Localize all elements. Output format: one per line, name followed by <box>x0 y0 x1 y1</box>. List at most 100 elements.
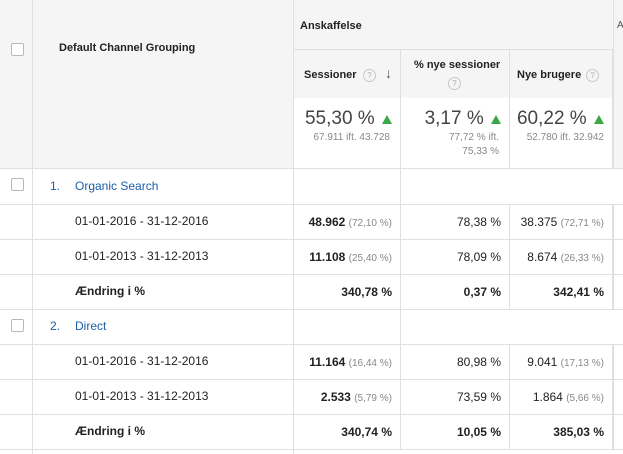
sessions-value: 48.962 <box>308 214 346 229</box>
row-label-cell: 01-01-2013 - 31-12-2013 <box>33 239 294 274</box>
sessions-cell: 11.164 (16,44 %) <box>294 344 401 379</box>
next-column-stub: A <box>613 0 623 98</box>
summary-new-sessions-value: 3,17 % <box>424 108 484 129</box>
date-range-label: 01-01-2013 - 31-12-2013 <box>75 389 209 403</box>
group-link-organic-search[interactable]: Organic Search <box>75 179 159 193</box>
column-header-sessions-label: Sessioner <box>304 69 357 81</box>
change-new-sessions: 10,05 % <box>456 424 501 439</box>
new-sessions-help-icon[interactable]: ? <box>448 77 461 90</box>
select-all-cell <box>0 0 33 98</box>
group-row-direct: 2. Direct <box>0 309 623 345</box>
summary-new-sessions-sub2: 75,33 % <box>462 146 499 157</box>
sessions-pct: (25,40 %) <box>348 252 392 264</box>
row-label-cell: 01-01-2016 - 31-12-2016 <box>33 204 294 239</box>
up-arrow-icon <box>594 115 604 124</box>
sessions-pct: (72,10 %) <box>348 217 392 229</box>
row-stub <box>613 204 623 239</box>
new-users-cell: 1.864 (5,66 %) <box>510 379 613 414</box>
change-row: Ændring i % 340,78 % 0,37 % 342,41 % <box>0 274 623 310</box>
new-users-cell: 342,41 % <box>510 274 613 309</box>
column-header-new-users-label: Nye brugere <box>517 69 582 81</box>
new-sessions-value: 78,09 % <box>456 249 501 264</box>
sessions-value-wrap: 48.962 (72,10 %) <box>309 215 392 229</box>
sessions-value: 11.164 <box>309 354 346 369</box>
select-all-checkbox[interactable] <box>11 43 24 56</box>
row-label-cell <box>33 449 294 454</box>
new-users-value-wrap: 8.674 (26,33 %) <box>527 250 604 264</box>
change-new-users: 385,03 % <box>553 424 604 439</box>
sessions-cell: 340,74 % <box>294 414 401 449</box>
sessions-value: 11.108 <box>309 249 346 264</box>
column-header-sessions[interactable]: Sessioner ? ↓ <box>294 50 401 98</box>
row-stub <box>613 274 623 309</box>
row-label-cell: Ændring i % <box>33 274 294 309</box>
sort-descending-icon[interactable]: ↓ <box>385 65 392 81</box>
new-users-pct: (17,13 %) <box>560 357 604 369</box>
group-label-cell: 2. Direct <box>33 309 294 344</box>
column-header-new-sessions-label: % nye sessioner <box>414 59 501 71</box>
change-label: Ændring i % <box>75 284 145 298</box>
group-empty-cell <box>294 309 401 344</box>
change-sessions: 340,74 % <box>341 424 392 439</box>
group-row-organic-search: 1. Organic Search <box>0 168 623 205</box>
new-sessions-value: 78,38 % <box>456 214 501 229</box>
new-users-cell: 8.674 (26,33 %) <box>510 239 613 274</box>
change-new-sessions: 0,37 % <box>463 284 501 299</box>
group-check-cell <box>0 168 33 204</box>
row-stub <box>613 239 623 274</box>
sessions-value-wrap: 2.533 (5,79 %) <box>321 390 392 404</box>
new-users-pct: (72,71 %) <box>560 217 604 229</box>
group-check-cell <box>0 309 33 344</box>
group-index: 2. <box>50 319 61 333</box>
sessions-pct: (16,44 %) <box>348 357 392 369</box>
acquisition-group: Anskaffelse <box>294 0 613 98</box>
row-checkbox[interactable] <box>11 178 24 191</box>
table-row: 01-01-2013 - 31-12-2013 2.533 (5,79 %) 7… <box>0 379 623 415</box>
new-sessions-cell: 80,98 % <box>401 344 510 379</box>
row-check-cell <box>0 414 33 449</box>
summary-check-cell <box>0 98 33 168</box>
table-row: 01-01-2016 - 31-12-2016 48.962 (72,10 %)… <box>0 204 623 240</box>
row-checkbox[interactable] <box>11 319 24 332</box>
new-users-value: 1.864 <box>532 389 563 404</box>
summary-sessions-value: 55,30 % <box>304 108 375 129</box>
group-empty-cell <box>294 168 401 204</box>
row-stub <box>613 344 623 379</box>
sessions-pct: (5,79 %) <box>354 392 392 404</box>
new-sessions-cell: 73,59 % <box>401 379 510 414</box>
table-row: 01-01-2016 - 31-12-2016 11.164 (16,44 %)… <box>0 344 623 380</box>
dimension-header[interactable]: Default Channel Grouping <box>33 0 294 98</box>
table-row: 01-01-2013 - 31-12-2013 11.108 (25,40 %)… <box>0 239 623 275</box>
next-column-peek: A <box>617 20 623 31</box>
dimension-header-label: Default Channel Grouping <box>59 42 196 54</box>
new-users-cell: 385,03 % <box>510 414 613 449</box>
new-users-help-icon[interactable]: ? <box>586 69 599 82</box>
new-users-value-wrap: 9.041 (17,13 %) <box>527 355 604 369</box>
up-arrow-icon <box>382 115 392 124</box>
sessions-help-icon[interactable]: ? <box>363 69 376 82</box>
date-range-label: 01-01-2016 - 31-12-2016 <box>75 354 209 368</box>
summary-stub <box>613 98 623 168</box>
column-header-new-sessions[interactable]: % nye sessioner ? <box>401 50 510 98</box>
new-users-cell: 9.041 (17,13 %) <box>510 344 613 379</box>
new-sessions-value: 80,98 % <box>456 354 501 369</box>
summary-sessions-value-wrap: 55,30 % <box>305 108 392 130</box>
change-new-users: 342,41 % <box>553 284 604 299</box>
change-label: Ændring i % <box>75 424 145 438</box>
group-index: 1. <box>50 179 61 193</box>
sessions-cell: 48.962 (72,10 %) <box>294 204 401 239</box>
summary-sessions: 55,30 % 67.911 ift. 43.728 <box>294 98 401 168</box>
acquisition-group-header: Anskaffelse <box>294 0 613 50</box>
new-users-value: 38.375 <box>520 214 558 229</box>
group-link-direct[interactable]: Direct <box>75 319 107 333</box>
up-arrow-icon <box>491 115 501 124</box>
row-check-cell <box>0 379 33 414</box>
summary-new-sessions-sub1: 77,72 % ift. <box>448 132 499 143</box>
row-label-cell: 01-01-2013 - 31-12-2013 <box>33 379 294 414</box>
row-stub <box>613 414 623 449</box>
sessions-value: 2.533 <box>320 389 351 404</box>
sessions-cell: 2.533 (5,79 %) <box>294 379 401 414</box>
summary-new-sessions-value-wrap: 3,17 % <box>425 108 501 130</box>
column-header-new-users[interactable]: Nye brugere ? <box>510 50 613 98</box>
